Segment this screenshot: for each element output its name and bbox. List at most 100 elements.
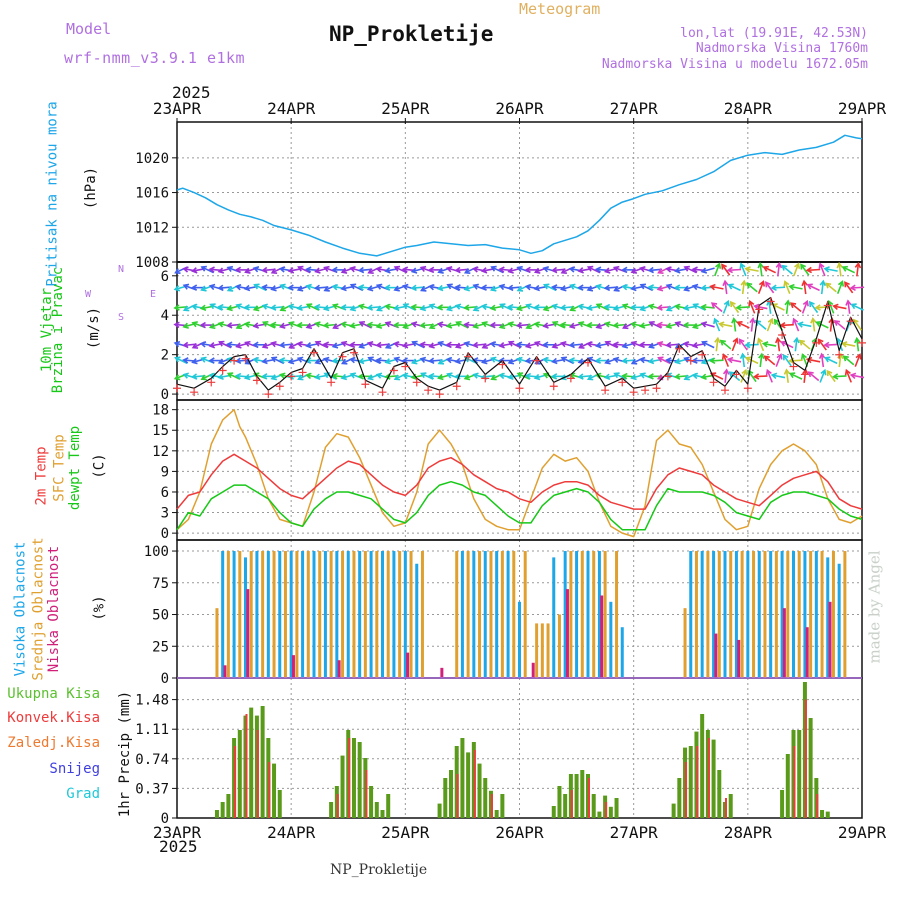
rain-total-bar [608, 806, 613, 818]
wind-arrow [819, 263, 826, 277]
wind-arrow [815, 306, 830, 309]
wind-arrow-head [524, 357, 532, 365]
high-cloud-bar [552, 557, 556, 678]
wind-arrow-head [784, 299, 791, 306]
wind-arrow-head [613, 285, 620, 292]
wind-arrow [394, 266, 408, 274]
mid-cloud-bar [341, 551, 345, 678]
rain-total-bar [494, 810, 499, 818]
wind-arrow-head [480, 303, 488, 311]
wind-arrow [701, 267, 715, 273]
rain-total-bar [557, 786, 562, 818]
rain-total-bar [597, 811, 602, 818]
low-cloud-bar [531, 662, 535, 678]
wind-arrow-head [472, 322, 479, 329]
wind-arrow [746, 357, 759, 365]
wind-arrow-head [358, 303, 365, 310]
wind-arrow-head [714, 336, 721, 344]
wind-arrow-head [568, 357, 575, 364]
wind-arrow [818, 339, 827, 351]
wind-arrow-head [340, 284, 347, 292]
wind-arrow-head [173, 340, 181, 348]
high-cloud-bar [689, 551, 693, 678]
wind-arrow-head [832, 303, 839, 311]
wind-arrow-head [630, 321, 637, 328]
wind-arrow-head [454, 303, 462, 310]
wind-arrow-head [507, 321, 514, 328]
wind-arrow-head [515, 322, 523, 329]
high-cloud-bar [255, 551, 259, 678]
wind-arrow-head [420, 372, 427, 379]
wind-arrow-head [621, 342, 629, 349]
wind-arrow-head [182, 305, 190, 312]
mid-cloud-bar [226, 551, 230, 678]
wind-arrow-head [384, 321, 392, 328]
wind-arrow-head [612, 304, 620, 312]
high-cloud-bar [381, 551, 384, 678]
wind-arrow-head [595, 283, 602, 291]
gust-marker [766, 297, 775, 306]
wind-arrow [828, 301, 835, 314]
wind-arrow-head [349, 356, 356, 364]
wind-arrow [737, 321, 750, 329]
wind-arrow-head [208, 342, 216, 349]
wind-arrow-head [437, 358, 445, 365]
wind-arrow-head [516, 356, 523, 364]
wind-arrow-head [217, 303, 224, 311]
gust-marker [310, 348, 318, 357]
wind-arrow [824, 267, 838, 272]
wind-arrow-head [603, 284, 611, 292]
mid-cloud-bar [352, 551, 356, 678]
x-tick-label-bottom: 23APR [153, 823, 202, 842]
wind-arrow-head [647, 266, 654, 274]
wind-arrow-head [700, 267, 708, 274]
high-cloud-bar [803, 551, 807, 678]
wind-arrow-head [739, 352, 747, 360]
model-altitude-label: Nadmorska Visina u modelu 1672.05m [601, 57, 868, 72]
wind-arrow-head [550, 373, 558, 380]
wind-arrow [315, 341, 329, 349]
wind-arrow-head [428, 303, 436, 310]
wind-arrow-head [586, 321, 593, 329]
wind-arrow-head [279, 322, 286, 329]
mid-cloud-bar [375, 551, 379, 678]
x-tick-label-bottom: 24APR [267, 823, 316, 842]
high-cloud-bar [312, 551, 316, 678]
wind-arrow-head [366, 340, 374, 348]
wind-arrow-head [217, 284, 224, 292]
wind-arrow-head [849, 284, 856, 292]
mid-cloud-bar [603, 551, 607, 678]
wind-arrow [754, 305, 768, 310]
mid-cloud-bar [717, 551, 721, 678]
watermark: made by Angel [865, 550, 884, 664]
mid-cloud-bar [466, 551, 470, 678]
wind-arrow-head [331, 266, 338, 274]
wind-arrow [710, 359, 724, 362]
wind-arrow [719, 323, 733, 328]
wind-arrow-head [577, 373, 584, 380]
wind-arrow-head [410, 321, 418, 328]
wind-arrow-head [455, 321, 462, 327]
pressure-ylabel: Pritisak na nivou mora [44, 101, 61, 287]
x-tick-label-top: 23APR [153, 99, 202, 118]
high-cloud-bar [289, 551, 293, 678]
wind-arrow-head [792, 317, 799, 325]
wind-arrow-head [638, 341, 646, 349]
wind-arrow [844, 281, 854, 294]
wind-arrow-head [551, 321, 559, 327]
y-tick-label: 25 [152, 639, 169, 655]
mid-cloud-bar [318, 551, 322, 678]
wind-arrow-head [331, 342, 339, 349]
wind-arrow-head [761, 341, 769, 348]
wind-arrow-head [560, 285, 567, 292]
wind-arrow-head [639, 283, 647, 290]
wind-arrow-head [560, 356, 568, 363]
wind-arrow-head [375, 357, 382, 364]
wind-arrow [605, 341, 618, 349]
wind-arrow-head [674, 267, 681, 274]
wind-arrow-head [577, 284, 584, 291]
wind-arrow-head [832, 373, 839, 380]
gust-marker [698, 350, 707, 359]
wind-arrow-head [244, 340, 251, 347]
y-tick-label: 0 [161, 811, 169, 827]
